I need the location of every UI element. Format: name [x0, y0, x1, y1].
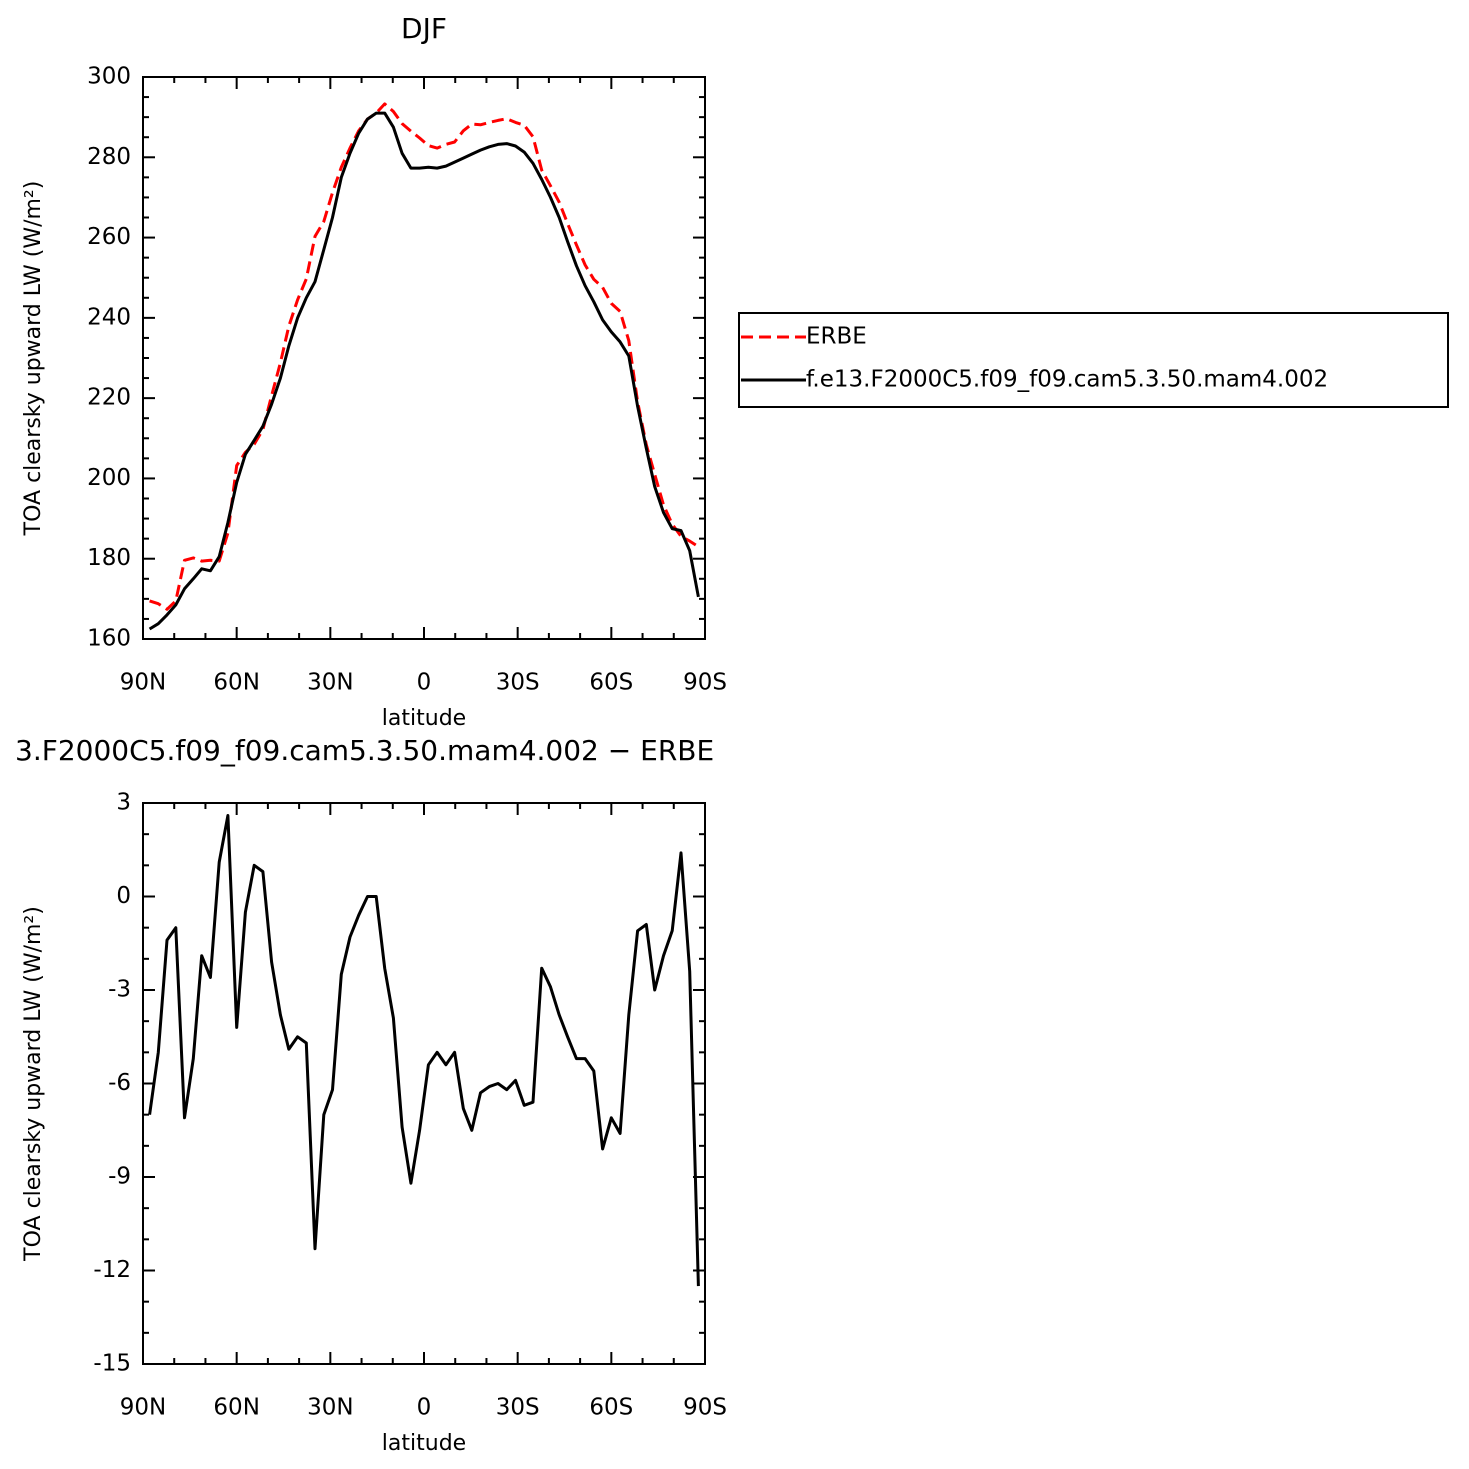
chart-title: DJF [401, 12, 447, 45]
data-line [148, 111, 700, 631]
x-tick-label: 60S [589, 670, 633, 696]
data-line [149, 102, 700, 611]
y-tick-label: -12 [93, 1257, 131, 1283]
x-tick-label: 90S [683, 1395, 727, 1421]
y-tick-label: 220 [87, 385, 131, 411]
y-tick-label: 260 [87, 224, 131, 250]
y-axis-label: TOA clearsky upward LW (W/m²) [21, 906, 46, 1262]
x-tick-label: 30S [496, 1395, 540, 1421]
x-tick-label: 90S [683, 670, 727, 696]
y-tick-label: 0 [116, 883, 131, 909]
x-tick-label: 90N [120, 1395, 166, 1421]
legend-box [738, 312, 1449, 408]
legend-label: ERBE [806, 324, 867, 350]
data-line [148, 814, 700, 1287]
chart-title: 3.F2000C5.f09_f09.cam5.3.50.mam4.002 − E… [15, 734, 714, 767]
y-tick-label: -9 [108, 1164, 131, 1190]
y-tick-label: -15 [93, 1351, 131, 1377]
y-tick-label: -6 [108, 1070, 131, 1096]
legend-label: f.e13.F2000C5.f09_f09.cam5.3.50.mam4.002 [806, 367, 1328, 393]
y-tick-label: 280 [87, 144, 131, 170]
y-tick-label: -3 [108, 977, 131, 1003]
y-tick-label: 300 [87, 64, 131, 90]
x-tick-label: 0 [417, 1395, 432, 1421]
x-tick-label: 30N [307, 1395, 353, 1421]
y-tick-label: 160 [87, 626, 131, 652]
y-tick-label: 200 [87, 465, 131, 491]
y-tick-label: 3 [116, 790, 131, 816]
plot-frame [142, 76, 706, 640]
y-tick-label: 240 [87, 304, 131, 330]
x-tick-label: 60N [213, 1395, 259, 1421]
x-tick-label: 30N [307, 670, 353, 696]
plot-frame [142, 802, 706, 1365]
x-tick-label: 90N [120, 670, 166, 696]
x-axis-label: latitude [382, 706, 466, 731]
y-axis-label: TOA clearsky upward LW (W/m²) [21, 181, 46, 537]
x-tick-label: 0 [417, 670, 432, 696]
x-tick-label: 60S [589, 1395, 633, 1421]
y-tick-label: 180 [87, 545, 131, 571]
x-tick-label: 30S [496, 670, 540, 696]
x-tick-label: 60N [213, 670, 259, 696]
x-axis-label: latitude [382, 1431, 466, 1456]
